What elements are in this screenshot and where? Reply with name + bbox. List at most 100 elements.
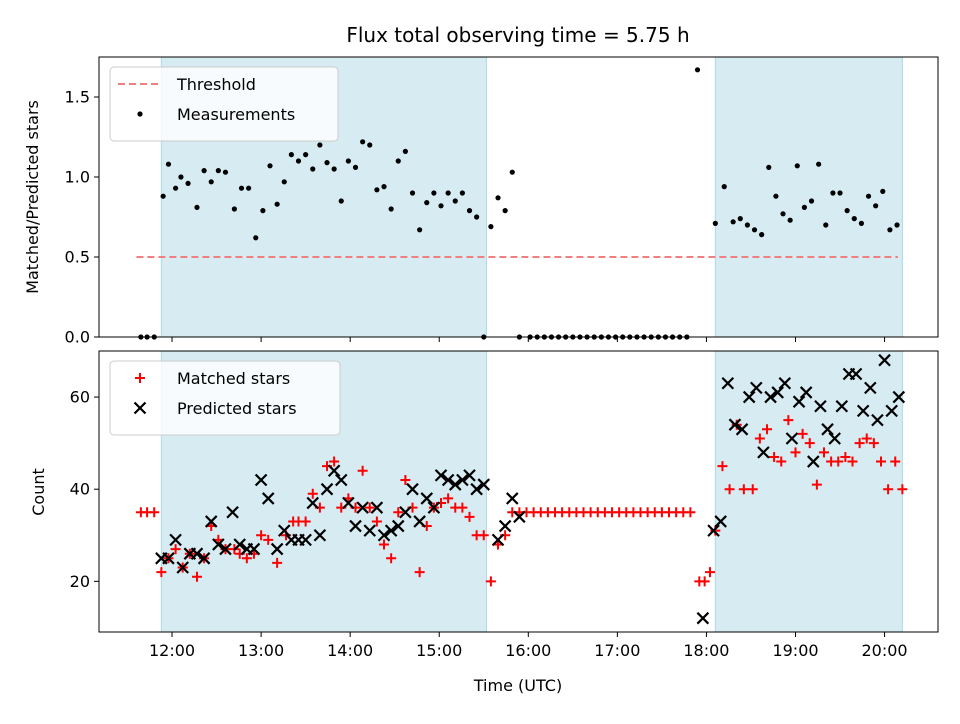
legend: Threshold Measurements <box>109 66 339 142</box>
series-predicted-stars <box>155 353 906 625</box>
data-point <box>427 501 441 514</box>
data-point <box>721 376 735 390</box>
data-point <box>828 432 841 445</box>
xlabel: Time (UTC) <box>473 676 562 695</box>
data-point <box>246 185 252 191</box>
data-point <box>241 553 252 564</box>
data-point <box>172 185 179 191</box>
data-point <box>861 433 872 444</box>
data-point <box>327 464 341 478</box>
data-point <box>149 507 160 518</box>
data-point <box>247 542 261 556</box>
data-point <box>780 211 786 217</box>
legend-marker <box>137 111 143 117</box>
data-point <box>367 142 373 148</box>
data-point <box>434 469 448 482</box>
data-point <box>897 484 908 495</box>
data-point <box>873 203 879 209</box>
data-point <box>787 217 793 223</box>
data-point <box>190 547 204 560</box>
data-point <box>737 216 743 222</box>
data-point <box>381 184 387 190</box>
data-point <box>502 208 508 214</box>
legend-label: Threshold <box>176 75 256 94</box>
data-point <box>162 552 175 565</box>
data-point <box>169 533 182 547</box>
data-point <box>170 544 181 555</box>
data-point <box>288 152 294 158</box>
data-point <box>694 67 701 73</box>
data-point <box>260 208 266 214</box>
data-point <box>441 473 455 487</box>
x-tick-label: 14:00 <box>327 641 373 660</box>
data-point <box>865 193 872 199</box>
data-point <box>797 428 808 439</box>
data-point <box>295 158 302 164</box>
data-point <box>307 488 318 499</box>
data-point <box>811 479 822 490</box>
data-point <box>208 179 214 185</box>
data-point <box>707 524 720 537</box>
data-point <box>478 530 489 541</box>
data-point <box>783 415 794 426</box>
data-point <box>757 446 770 459</box>
data-point <box>801 204 808 210</box>
data-point <box>406 482 419 496</box>
data-point <box>402 148 408 154</box>
data-point <box>880 188 886 194</box>
data-point <box>738 484 749 495</box>
x-tick-label: 20:00 <box>862 641 908 660</box>
data-point <box>364 502 375 513</box>
data-point <box>191 571 202 582</box>
y-tick-label: 40 <box>70 480 90 499</box>
data-point <box>395 158 401 164</box>
data-point <box>253 235 259 241</box>
data-point <box>856 404 870 418</box>
data-point <box>735 423 749 436</box>
data-point <box>371 516 382 527</box>
data-point <box>137 111 143 117</box>
data-point <box>823 222 829 228</box>
data-point <box>751 227 758 233</box>
data-point <box>717 461 728 472</box>
data-point <box>194 204 200 210</box>
x-tick-label: 12:00 <box>149 641 195 660</box>
y-tick-label: 1.0 <box>65 168 90 187</box>
data-point <box>858 220 865 226</box>
legend-label: Measurements <box>177 105 295 124</box>
data-point <box>334 473 348 487</box>
data-point <box>466 208 473 214</box>
chart-title: Flux total observing time = 5.75 h <box>346 23 689 47</box>
data-point <box>345 158 351 164</box>
legend-label: Matched stars <box>177 369 290 388</box>
data-point <box>835 400 849 413</box>
data-point <box>219 542 232 556</box>
data-point <box>887 227 893 233</box>
data-point <box>201 168 207 174</box>
data-point <box>445 190 451 196</box>
data-point <box>329 456 340 467</box>
data-point <box>443 493 454 504</box>
x-tick-label: 18:00 <box>683 641 729 660</box>
data-point <box>773 193 779 199</box>
data-point <box>233 538 247 551</box>
data-point <box>498 519 512 533</box>
data-point <box>485 576 496 587</box>
data-point <box>300 516 311 527</box>
data-point <box>464 511 475 522</box>
x-tick-label: 17:00 <box>594 641 640 660</box>
data-point <box>357 465 368 476</box>
data-point <box>456 473 469 487</box>
data-point <box>776 456 787 467</box>
data-point <box>320 482 334 496</box>
data-point <box>409 190 416 196</box>
data-point <box>750 381 763 395</box>
data-point <box>338 198 344 204</box>
data-point <box>712 220 718 226</box>
data-point <box>821 423 834 436</box>
data-point <box>413 515 426 528</box>
data-point <box>730 219 736 225</box>
data-point <box>761 424 772 435</box>
data-point <box>794 163 800 169</box>
